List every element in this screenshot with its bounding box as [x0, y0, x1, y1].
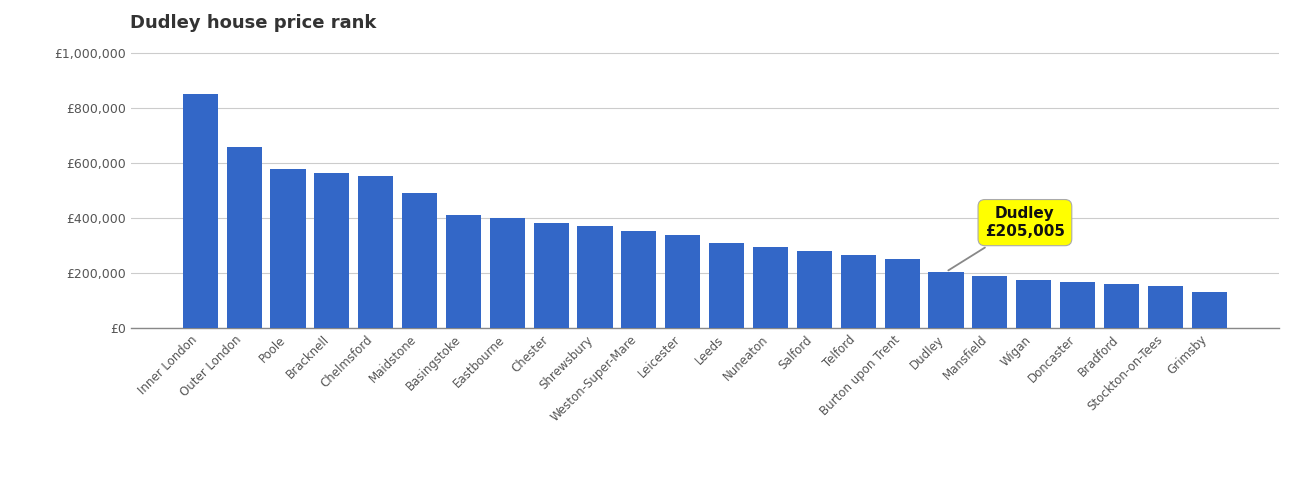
- Bar: [227, 147, 262, 328]
- Bar: [928, 272, 963, 328]
- Bar: [1104, 284, 1139, 328]
- Bar: [183, 94, 218, 328]
- Bar: [840, 254, 876, 328]
- Text: Dudley
£205,005: Dudley £205,005: [949, 206, 1065, 270]
- Bar: [446, 216, 482, 328]
- Bar: [358, 176, 393, 328]
- Bar: [534, 223, 569, 328]
- Bar: [1060, 282, 1095, 328]
- Bar: [972, 276, 1007, 328]
- Bar: [578, 226, 612, 328]
- Bar: [1147, 287, 1182, 328]
- Text: Dudley house price rank: Dudley house price rank: [130, 14, 377, 32]
- Bar: [753, 247, 788, 328]
- Bar: [489, 218, 525, 328]
- Bar: [666, 235, 701, 328]
- Bar: [1017, 280, 1052, 328]
- Bar: [885, 260, 920, 328]
- Bar: [709, 243, 744, 328]
- Bar: [402, 194, 437, 328]
- Bar: [315, 173, 350, 328]
- Bar: [797, 251, 831, 328]
- Bar: [270, 169, 305, 328]
- Bar: [621, 231, 656, 328]
- Bar: [1191, 292, 1227, 328]
